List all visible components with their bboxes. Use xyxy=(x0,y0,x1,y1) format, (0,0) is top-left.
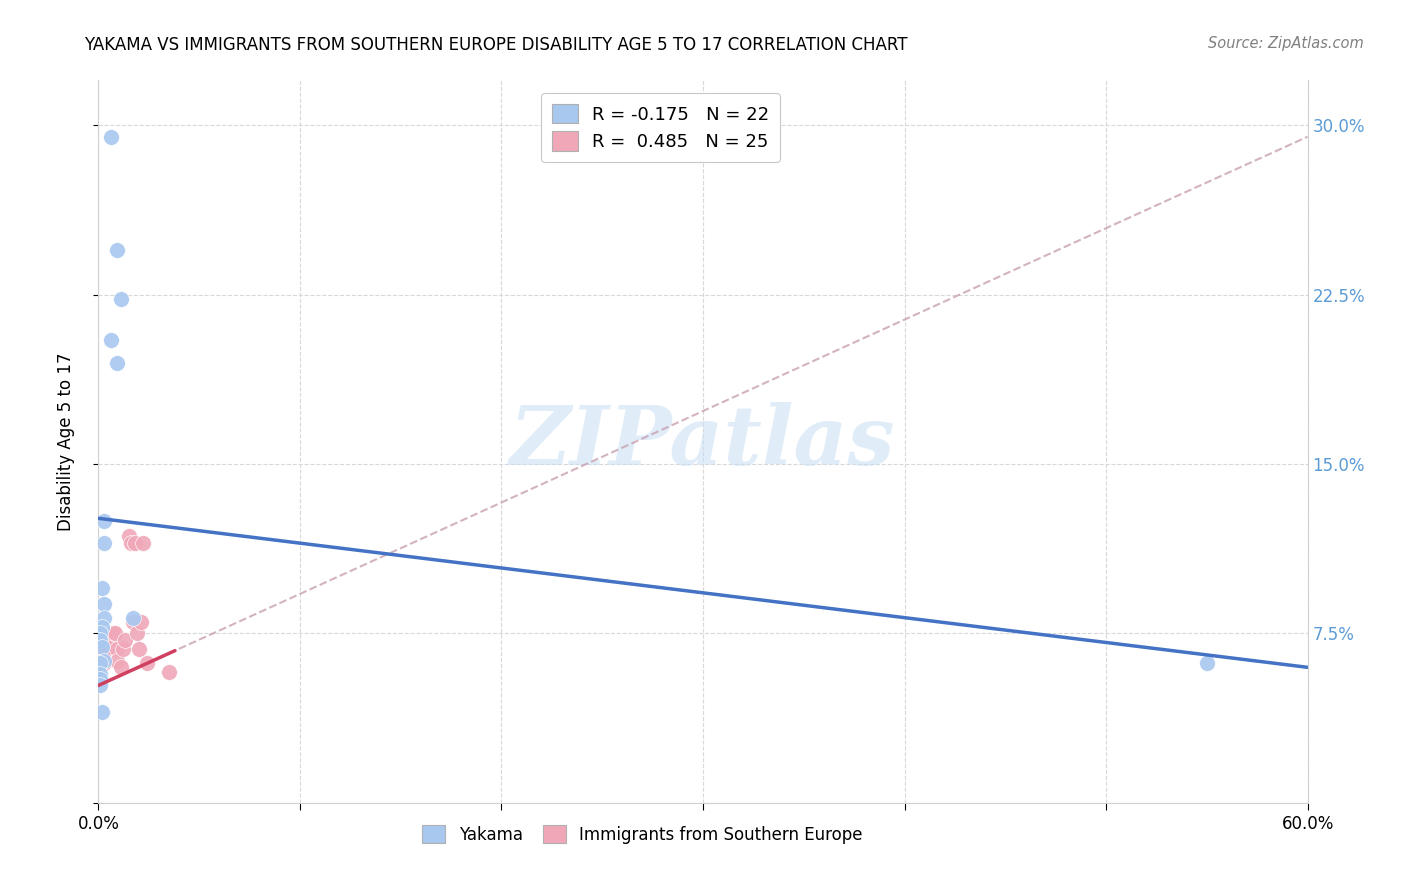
Point xyxy=(157,665,180,679)
Text: ZIPatlas: ZIPatlas xyxy=(510,401,896,482)
Point xyxy=(103,626,125,640)
Point xyxy=(96,642,118,657)
Point xyxy=(93,642,115,657)
Point xyxy=(105,243,128,257)
Point xyxy=(135,656,157,670)
Point xyxy=(89,626,111,640)
Point xyxy=(121,615,143,630)
Point xyxy=(1195,656,1218,670)
Legend: Yakama, Immigrants from Southern Europe: Yakama, Immigrants from Southern Europe xyxy=(413,817,872,852)
Text: Source: ZipAtlas.com: Source: ZipAtlas.com xyxy=(1208,36,1364,51)
Point xyxy=(93,654,115,668)
Point xyxy=(105,355,128,369)
Text: YAKAMA VS IMMIGRANTS FROM SOUTHERN EUROPE DISABILITY AGE 5 TO 17 CORRELATION CHA: YAKAMA VS IMMIGRANTS FROM SOUTHERN EUROP… xyxy=(84,36,908,54)
Point xyxy=(89,667,111,681)
Point xyxy=(93,514,115,528)
Point xyxy=(91,706,114,720)
Point xyxy=(91,620,114,634)
Point xyxy=(121,610,143,624)
Point xyxy=(89,672,111,686)
Point xyxy=(93,597,115,611)
Point xyxy=(100,633,122,648)
Point xyxy=(110,293,132,307)
Point xyxy=(105,642,128,657)
Point xyxy=(97,633,120,648)
Point xyxy=(89,656,111,670)
Point xyxy=(128,642,150,657)
Point xyxy=(111,642,134,657)
Point xyxy=(89,660,111,674)
Point xyxy=(91,654,114,668)
Point xyxy=(118,529,141,543)
Point xyxy=(129,615,152,630)
Y-axis label: Disability Age 5 to 17: Disability Age 5 to 17 xyxy=(56,352,75,531)
Point xyxy=(89,678,111,692)
Point xyxy=(110,660,132,674)
Point xyxy=(100,129,122,144)
Point xyxy=(91,640,114,654)
Point xyxy=(114,633,136,648)
Point xyxy=(101,626,124,640)
Point xyxy=(91,648,114,663)
Point xyxy=(120,536,142,550)
Point xyxy=(132,536,155,550)
Point xyxy=(93,610,115,624)
Point xyxy=(93,536,115,550)
Point xyxy=(100,333,122,347)
Point xyxy=(89,633,111,648)
Point xyxy=(105,654,128,668)
Point xyxy=(124,536,146,550)
Point xyxy=(91,582,114,596)
Point xyxy=(125,626,148,640)
Point xyxy=(93,656,115,670)
